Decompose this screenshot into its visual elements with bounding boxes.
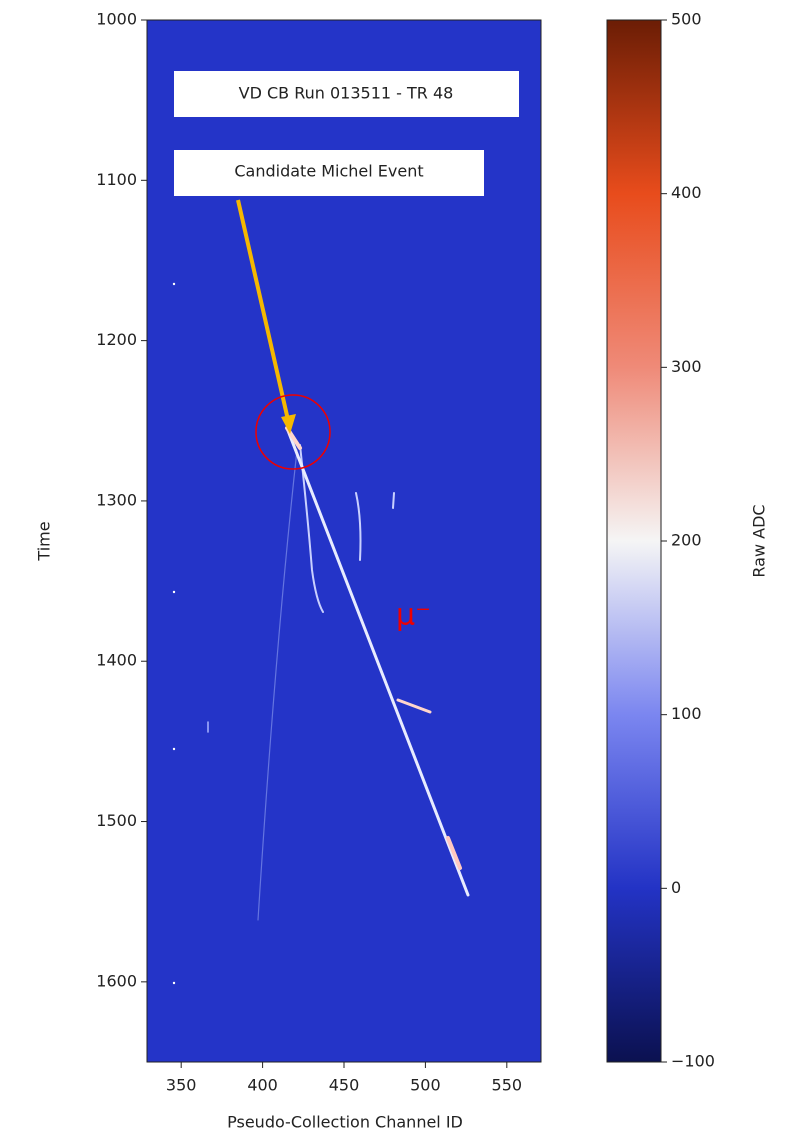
arrow-head bbox=[281, 414, 296, 434]
x-axis-label: Pseudo-Collection Channel ID bbox=[227, 1113, 463, 1132]
y-axis-label: Time bbox=[35, 521, 54, 561]
colorbar-tick-label: 100 bbox=[671, 704, 702, 723]
colorbar-label: Raw ADC bbox=[750, 504, 769, 577]
y-tick-label: 1500 bbox=[96, 811, 137, 830]
y-tick-label: 1000 bbox=[96, 10, 137, 29]
x-tick-label: 550 bbox=[492, 1076, 523, 1095]
annotation-box bbox=[174, 71, 519, 117]
annotation: Candidate Michel Event bbox=[234, 162, 423, 181]
colorbar-tick-label: 300 bbox=[671, 357, 702, 376]
x-tick-label: 350 bbox=[166, 1076, 197, 1095]
colorbar-tick-label: 200 bbox=[671, 531, 702, 550]
y-tick-label: 1300 bbox=[96, 490, 137, 509]
colorbar bbox=[607, 20, 661, 1062]
colorbar-tick-label: 500 bbox=[671, 10, 702, 29]
tracks bbox=[172, 282, 470, 985]
y-tick-label: 1100 bbox=[96, 170, 137, 189]
y-tick-label: 1200 bbox=[96, 330, 137, 349]
highlight-circle bbox=[255, 394, 331, 470]
y-tick-label: 1600 bbox=[96, 971, 137, 990]
x-tick-label: 500 bbox=[410, 1076, 441, 1095]
colorbar-tick-label: 0 bbox=[671, 878, 681, 897]
annotation-box bbox=[174, 150, 484, 196]
y-tick-label: 1400 bbox=[96, 651, 137, 670]
arrow bbox=[236, 199, 290, 421]
colorbar-tick-label: 400 bbox=[671, 183, 702, 202]
x-tick-label: 400 bbox=[247, 1076, 278, 1095]
colorbar-tick-label: −100 bbox=[671, 1052, 715, 1071]
annotation: VD CB Run 013511 - TR 48 bbox=[239, 84, 454, 103]
annotation: μ⁻ bbox=[396, 598, 431, 633]
x-tick-label: 450 bbox=[329, 1076, 360, 1095]
